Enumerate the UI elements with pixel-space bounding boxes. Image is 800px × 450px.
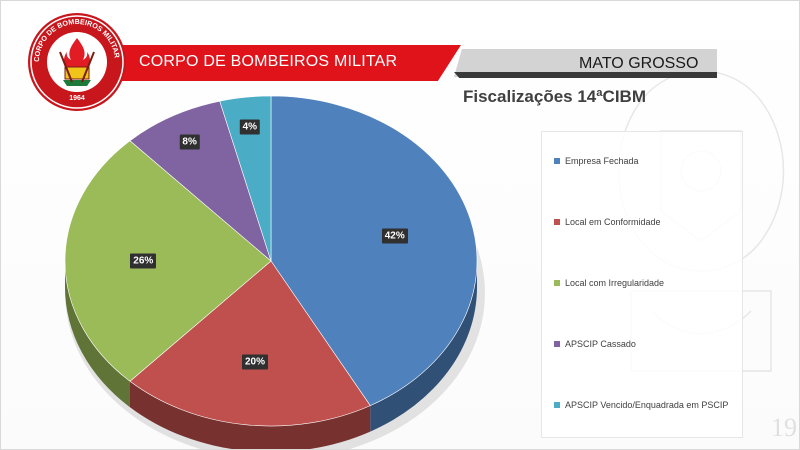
chart-legend: Empresa Fechada Local em Conformidade Loca…: [541, 131, 743, 438]
data-label-local-em-conformidade: 20%: [241, 354, 268, 370]
legend-swatch: [554, 341, 560, 347]
svg-text:19: 19: [771, 413, 797, 442]
header-right-title: MATO GROSSO: [579, 55, 699, 72]
legend-label: Empresa Fechada: [565, 156, 639, 166]
pie-side-local-em-conformidade: [129, 381, 371, 449]
header-dark-strip: [454, 72, 717, 78]
legend-item-local-em-conformidade: Local em Conformidade: [554, 217, 661, 227]
header-red-bar: [76, 45, 461, 81]
pie-slice-local-com-irregularidade: [64, 140, 272, 382]
legend-label: Local em Conformidade: [565, 217, 661, 227]
fire-department-logo: CORPO DE BOMBEIROS MILITAR DE MATO GROSS…: [27, 12, 126, 111]
data-label-empresa-fechada: 42%: [381, 228, 408, 244]
pie-slice-local-em-conformidade: [129, 260, 371, 427]
legend-label: APSCIP Vencido/Enquadrada em PSCIP: [565, 400, 729, 410]
legend-item-local-com-irregularidade: Local com Irregularidade: [554, 278, 664, 288]
pie-side-empresa-fechada: [370, 261, 477, 432]
pie-side-local-com-irregularidade: [65, 261, 130, 408]
legend-swatch: [554, 158, 560, 164]
data-label-apscip-cassado: 8%: [179, 134, 200, 150]
flame-emblem-icon: [59, 38, 95, 86]
legend-item-apscip-vencido-enquadrada-em-pscip: APSCIP Vencido/Enquadrada em PSCIP: [554, 400, 728, 410]
header-left-title: CORPO DE BOMBEIROS MILITAR: [139, 53, 398, 70]
pie-slice-apscip-vencido-enquadrada-em-pscip: [219, 95, 272, 262]
chart-title: Fiscalizações 14ªCIBM: [463, 87, 646, 106]
data-label-apscip-vencido-enquadrada-em-pscip: 4%: [239, 119, 261, 135]
legend-swatch: [554, 280, 560, 286]
pie-slice-empresa-fechada: [270, 95, 478, 406]
legend-item-empresa-fechada: Empresa Fechada: [554, 156, 639, 166]
svg-text:1964: 1964: [69, 95, 85, 102]
legend-swatch: [554, 402, 560, 408]
legend-swatch: [554, 219, 560, 225]
legend-item-apscip-cassado: APSCIP Cassado: [554, 339, 636, 349]
legend-label: Local com Irregularidade: [565, 278, 665, 288]
legend-label: APSCIP Cassado: [565, 339, 636, 349]
data-label-local-com-irregularidade: 26%: [130, 253, 157, 269]
pie-slice-apscip-cassado: [129, 100, 272, 262]
